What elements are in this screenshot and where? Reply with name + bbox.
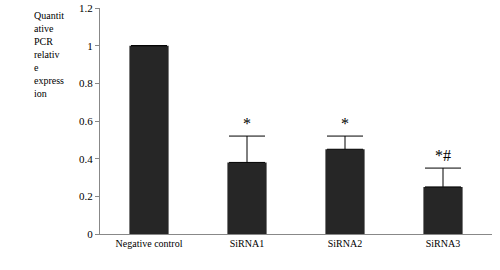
svg-text:1: 1 bbox=[87, 40, 93, 52]
svg-text:SiRNA1: SiRNA1 bbox=[230, 238, 264, 249]
svg-text:*: * bbox=[341, 115, 349, 132]
svg-text:0.6: 0.6 bbox=[79, 115, 93, 127]
svg-text:QuantitativePCRrelativeexpress: QuantitativePCRrelativeexpression bbox=[34, 10, 64, 99]
svg-text:0: 0 bbox=[87, 228, 93, 240]
svg-text:SiRNA3: SiRNA3 bbox=[426, 238, 460, 249]
svg-text:0.4: 0.4 bbox=[79, 153, 93, 165]
svg-text:0.8: 0.8 bbox=[79, 77, 93, 89]
svg-text:SiRNA2: SiRNA2 bbox=[328, 238, 362, 249]
svg-text:*#: *# bbox=[435, 147, 451, 164]
svg-text:0.2: 0.2 bbox=[79, 190, 93, 202]
svg-text:*: * bbox=[243, 115, 251, 132]
svg-text:Negative control: Negative control bbox=[116, 238, 183, 249]
svg-text:1.2: 1.2 bbox=[79, 2, 93, 14]
